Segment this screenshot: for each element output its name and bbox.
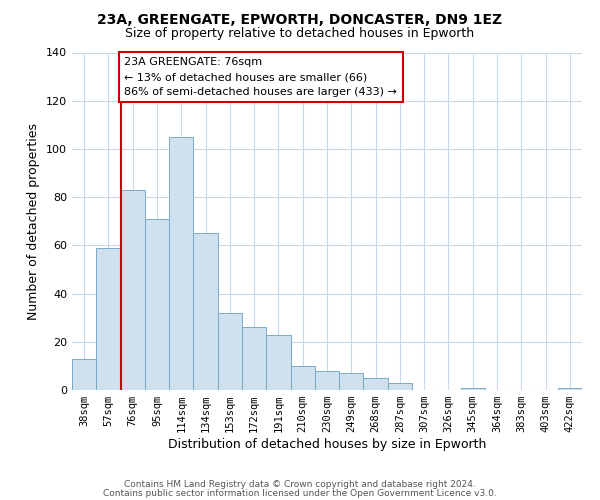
Text: Size of property relative to detached houses in Epworth: Size of property relative to detached ho… xyxy=(125,28,475,40)
Bar xyxy=(169,137,193,390)
Text: 23A, GREENGATE, EPWORTH, DONCASTER, DN9 1EZ: 23A, GREENGATE, EPWORTH, DONCASTER, DN9 … xyxy=(97,12,503,26)
Bar xyxy=(290,366,315,390)
Bar xyxy=(96,248,121,390)
Bar xyxy=(218,313,242,390)
Bar xyxy=(461,388,485,390)
Text: 23A GREENGATE: 76sqm
← 13% of detached houses are smaller (66)
86% of semi-detac: 23A GREENGATE: 76sqm ← 13% of detached h… xyxy=(124,58,397,97)
Bar xyxy=(121,190,145,390)
Bar xyxy=(266,334,290,390)
Text: Contains public sector information licensed under the Open Government Licence v3: Contains public sector information licen… xyxy=(103,488,497,498)
Bar xyxy=(72,358,96,390)
Bar xyxy=(315,370,339,390)
Bar xyxy=(558,388,582,390)
Bar xyxy=(364,378,388,390)
Text: Contains HM Land Registry data © Crown copyright and database right 2024.: Contains HM Land Registry data © Crown c… xyxy=(124,480,476,489)
Bar xyxy=(339,373,364,390)
Y-axis label: Number of detached properties: Number of detached properties xyxy=(28,122,40,320)
X-axis label: Distribution of detached houses by size in Epworth: Distribution of detached houses by size … xyxy=(168,438,486,451)
Bar xyxy=(193,234,218,390)
Bar xyxy=(388,383,412,390)
Bar xyxy=(145,219,169,390)
Bar xyxy=(242,328,266,390)
